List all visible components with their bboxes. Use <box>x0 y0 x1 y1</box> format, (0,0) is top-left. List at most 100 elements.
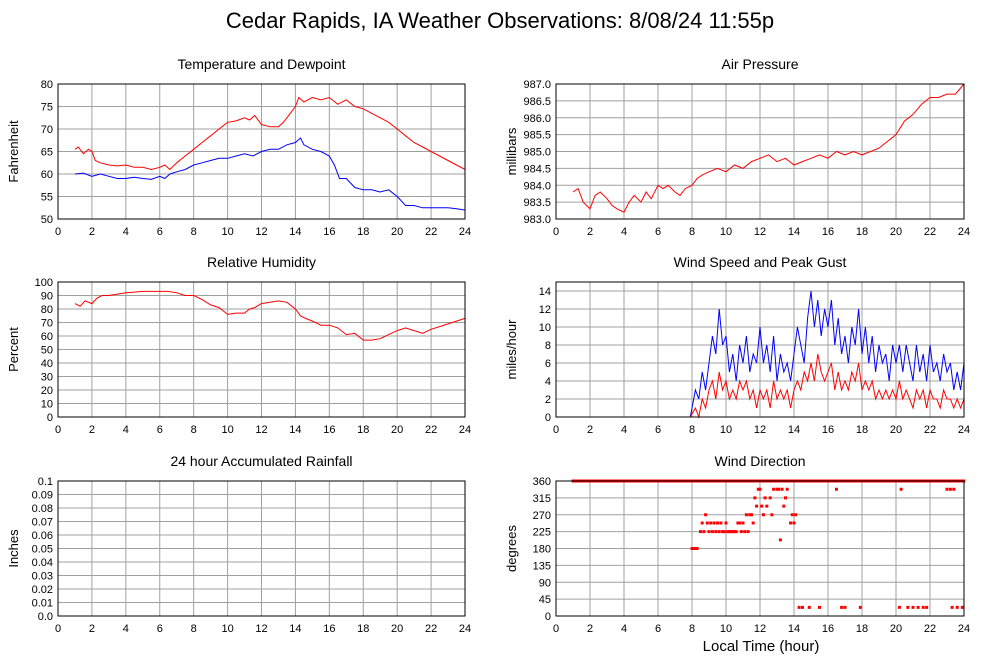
data-point <box>840 605 844 609</box>
data-point <box>712 521 716 525</box>
y-tick-label: 0 <box>545 412 551 424</box>
y-tick-label: 360 <box>533 476 551 488</box>
y-tick-label: 0.02 <box>32 584 53 596</box>
data-point <box>772 487 776 491</box>
y-tick-label: 6 <box>545 358 551 370</box>
x-tick-label: 6 <box>157 226 163 238</box>
x-tick-label: 0 <box>55 623 61 635</box>
data-point <box>738 521 742 525</box>
x-tick-label: 12 <box>255 226 267 238</box>
x-tick-label: 18 <box>856 226 868 238</box>
y-tick-label: 70 <box>41 124 53 136</box>
y-tick-label: 225 <box>533 527 551 539</box>
data-point <box>818 605 821 609</box>
data-point <box>716 521 719 525</box>
x-tick-label: 2 <box>587 623 593 635</box>
data-point <box>770 513 774 517</box>
data-point <box>948 487 952 491</box>
data-point <box>693 547 697 550</box>
x-tick-label: 0 <box>553 623 559 635</box>
y-tick-label: 75 <box>41 102 53 114</box>
data-point <box>911 605 915 609</box>
x-tick-label: 10 <box>221 623 233 635</box>
x-tick-label: 14 <box>788 424 800 436</box>
x-tick-label: 14 <box>289 424 301 436</box>
y-tick-label: 30 <box>41 372 53 384</box>
x-tick-label: 6 <box>157 424 163 436</box>
x-tick-label: 0 <box>55 424 61 436</box>
data-point <box>945 487 949 491</box>
data-point <box>785 487 789 491</box>
x-tick-label: 16 <box>323 226 335 238</box>
x-tick-label: 22 <box>425 623 437 635</box>
y-tick-label: 55 <box>41 192 53 204</box>
y-axis-label: millibars <box>504 127 519 175</box>
data-point <box>719 521 723 525</box>
data-point <box>763 496 767 500</box>
x-tick-label: 14 <box>788 623 800 635</box>
x-tick-label: 18 <box>856 623 868 635</box>
y-tick-label: 0.07 <box>32 517 53 529</box>
data-point <box>726 530 730 534</box>
y-tick-label: 14 <box>539 286 551 298</box>
data-point <box>727 530 731 534</box>
x-tick-label: 10 <box>221 226 233 238</box>
data-point <box>690 547 694 550</box>
data-point <box>710 530 714 534</box>
data-point <box>695 547 699 550</box>
data-point <box>950 605 954 609</box>
plot-frame <box>57 480 466 617</box>
series-line-0 <box>74 96 466 171</box>
data-point <box>744 513 748 517</box>
x-tick-label: 16 <box>822 424 834 436</box>
y-tick-label: 985.0 <box>523 147 551 159</box>
y-axis-label: Inches <box>6 529 21 568</box>
data-point <box>792 521 796 525</box>
series-0 <box>571 479 966 609</box>
data-point <box>700 521 704 525</box>
x-tick-label: 16 <box>822 226 834 238</box>
data-point <box>758 487 762 491</box>
data-point <box>707 530 711 534</box>
x-tick-label: 4 <box>621 623 627 635</box>
y-tick-label: 0.06 <box>32 530 53 542</box>
y-tick-label: 0 <box>47 412 53 424</box>
x-tick-label: 2 <box>89 226 95 238</box>
data-point <box>748 513 752 517</box>
data-point <box>897 605 901 609</box>
data-point <box>916 605 920 609</box>
chart-title: Wind Direction <box>714 453 805 469</box>
y-tick-label: 270 <box>533 510 551 522</box>
data-point <box>789 521 793 525</box>
y-tick-label: 985.5 <box>523 130 551 142</box>
data-point <box>721 530 725 534</box>
x-tick-label: 12 <box>255 424 267 436</box>
y-tick-label: 10 <box>41 399 53 411</box>
y-tick-label: 0.1 <box>38 476 53 488</box>
data-point <box>921 605 925 609</box>
series-line-1 <box>74 137 466 211</box>
y-tick-label: 90 <box>539 577 551 589</box>
data-point <box>729 530 733 534</box>
data-point <box>835 487 838 491</box>
y-tick-label: 0.01 <box>32 598 53 610</box>
y-tick-label: 0.04 <box>32 557 53 569</box>
data-point <box>714 530 718 534</box>
x-tick-label: 8 <box>191 226 197 238</box>
y-tick-label: 40 <box>41 358 53 370</box>
data-point <box>702 530 706 534</box>
x-tick-label: 18 <box>357 226 369 238</box>
x-tick-label: 0 <box>553 226 559 238</box>
x-tick-label: 8 <box>689 424 695 436</box>
data-point <box>746 530 750 534</box>
y-tick-label: 100 <box>35 277 53 289</box>
x-tick-label: 20 <box>391 226 403 238</box>
x-tick-label: 6 <box>655 424 661 436</box>
y-tick-label: 10 <box>539 322 551 334</box>
data-point <box>784 496 787 500</box>
data-point <box>761 513 765 517</box>
data-point <box>782 504 786 508</box>
